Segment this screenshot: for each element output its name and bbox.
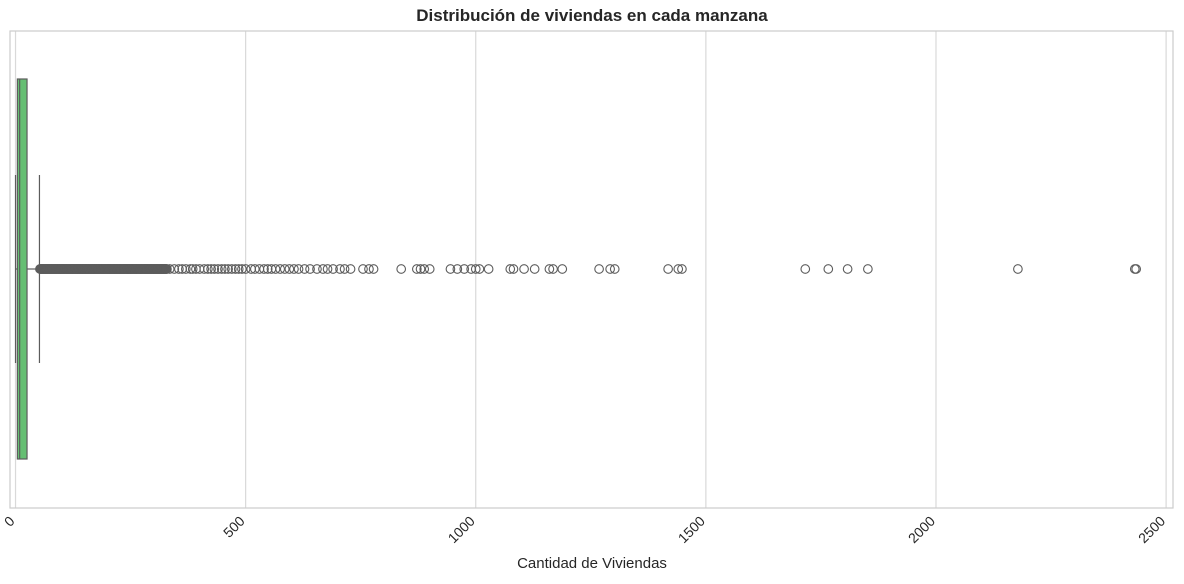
outlier-point bbox=[240, 264, 251, 274]
outlier-point bbox=[299, 264, 310, 274]
outlier-point bbox=[544, 264, 555, 274]
x-axis-label: Cantidad de Viviendas bbox=[517, 555, 667, 572]
outlier-point bbox=[800, 264, 811, 274]
outlier-point bbox=[419, 264, 430, 274]
outlier-point bbox=[1013, 264, 1023, 274]
outlier-point bbox=[270, 264, 281, 274]
outlier-point bbox=[249, 264, 260, 274]
outlier-point bbox=[233, 264, 244, 274]
outlier-point bbox=[305, 264, 315, 274]
outlier-point bbox=[180, 264, 191, 274]
outlier-point bbox=[216, 264, 227, 274]
outlier-point bbox=[187, 264, 198, 274]
x-tick-label-1500: 1500 bbox=[675, 513, 708, 546]
outlier-point bbox=[284, 264, 295, 274]
outlier-point bbox=[594, 264, 604, 274]
outlier-point bbox=[209, 264, 220, 274]
outlier-point bbox=[203, 264, 213, 274]
outlier-point bbox=[318, 264, 328, 274]
outlier-point bbox=[505, 264, 516, 274]
outlier-point bbox=[162, 264, 172, 274]
outlier-point bbox=[174, 264, 184, 274]
outlier-point bbox=[213, 264, 223, 274]
box-iqr bbox=[16, 78, 28, 460]
outlier-point bbox=[663, 264, 673, 274]
outlier-point bbox=[185, 264, 196, 274]
outlier-point bbox=[548, 264, 558, 274]
outlier-point bbox=[823, 264, 834, 274]
outlier-point bbox=[345, 264, 356, 274]
outlier-point bbox=[445, 264, 456, 274]
outlier-point bbox=[279, 264, 290, 274]
outlier-point bbox=[508, 264, 519, 274]
outlier-point bbox=[312, 264, 322, 274]
outlier-point bbox=[415, 264, 426, 274]
outlier-point bbox=[259, 264, 269, 274]
x-tick-label-2500: 2500 bbox=[1135, 513, 1168, 546]
outlier-point bbox=[424, 264, 435, 274]
outlier-point bbox=[470, 264, 481, 274]
outlier-point bbox=[275, 264, 286, 274]
outlier-point bbox=[459, 264, 470, 274]
outlier-point bbox=[335, 264, 345, 274]
outlier-point bbox=[605, 264, 615, 274]
outlier-point bbox=[226, 264, 237, 274]
outlier-point bbox=[339, 264, 350, 274]
outlier-point bbox=[411, 264, 422, 274]
outlier-point bbox=[673, 264, 684, 274]
outlier-point bbox=[483, 264, 494, 274]
chart-title: Distribución de viviendas en cada manzan… bbox=[416, 6, 768, 25]
outlier-point bbox=[289, 264, 299, 274]
outlier-point bbox=[519, 264, 529, 274]
x-tick-labels: 0 500 1000 1500 2000 2500 bbox=[1, 513, 1169, 546]
outlier-point bbox=[557, 264, 568, 274]
outlier-point bbox=[293, 264, 304, 274]
outlier-point bbox=[396, 264, 407, 274]
outlier-point bbox=[609, 264, 620, 274]
outlier-point bbox=[220, 264, 230, 274]
outlier-point bbox=[237, 264, 247, 274]
plot-frame bbox=[9, 30, 1174, 509]
outlier-point bbox=[1131, 264, 1142, 274]
outlier-point bbox=[230, 264, 241, 274]
plot-area bbox=[10, 31, 1173, 508]
x-tick-label-1000: 1000 bbox=[445, 513, 478, 546]
outlier-point bbox=[164, 264, 175, 274]
outlier-point bbox=[328, 264, 338, 274]
x-tick-label-2000: 2000 bbox=[905, 513, 938, 546]
outlier-points bbox=[35, 264, 1142, 274]
outlier-point bbox=[206, 264, 216, 274]
outlier-point bbox=[474, 264, 485, 274]
outlier-point bbox=[169, 264, 180, 274]
outlier-point bbox=[358, 264, 368, 274]
outlier-point bbox=[452, 264, 463, 274]
outlier-point bbox=[677, 264, 687, 274]
outlier-point bbox=[368, 264, 379, 274]
outlier-point bbox=[842, 264, 853, 274]
outlier-point bbox=[199, 264, 210, 274]
outlier-point bbox=[529, 264, 540, 274]
outlier-point bbox=[262, 264, 273, 274]
outlier-point bbox=[364, 264, 374, 274]
outlier-point bbox=[322, 264, 333, 274]
x-tick-label-500: 500 bbox=[220, 513, 248, 541]
outlier-point bbox=[863, 264, 873, 274]
outlier-point bbox=[223, 264, 233, 274]
x-tick-label-0: 0 bbox=[1, 513, 18, 530]
